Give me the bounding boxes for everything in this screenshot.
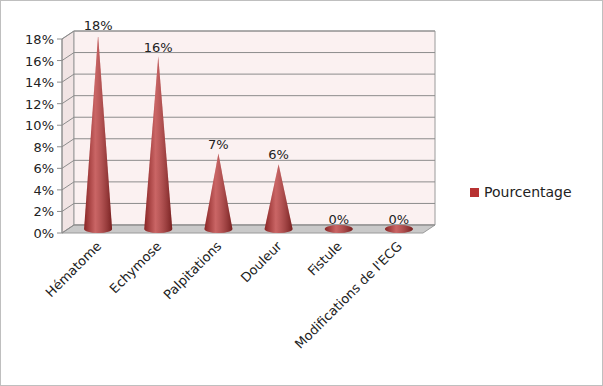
tick-label: 16% — [25, 54, 54, 69]
data-label: 0% — [328, 212, 349, 227]
category-label: Douleur — [238, 238, 285, 285]
tick-mark — [57, 60, 62, 61]
data-label: 0% — [389, 212, 410, 227]
tick-label: 6% — [33, 161, 54, 176]
grid-line — [62, 74, 435, 82]
category-label: Palpitations — [161, 238, 225, 302]
tick-label: 2% — [33, 204, 54, 219]
tick-mark — [57, 39, 62, 40]
side-wall — [62, 31, 74, 233]
cone — [144, 57, 172, 233]
grid-line — [62, 203, 435, 211]
chart: 0%2%4%6%8%10%12%14%16%18%18%16%7%6%0%0%H… — [0, 0, 603, 386]
chart-frame — [1, 1, 603, 386]
data-label: 18% — [84, 18, 113, 33]
grid-line — [62, 96, 435, 104]
tick-mark — [57, 189, 62, 190]
grid-line — [62, 225, 435, 233]
floor — [62, 225, 435, 233]
tick-mark — [57, 146, 62, 147]
tick-label: 8% — [33, 140, 54, 155]
cone — [84, 37, 112, 233]
legend-label: Pourcentage — [484, 184, 572, 200]
grid-line — [62, 160, 435, 168]
grid-line — [62, 117, 435, 125]
tick-mark — [57, 125, 62, 126]
data-label: 7% — [208, 137, 229, 152]
tick-label: 0% — [33, 226, 54, 241]
marks — [84, 37, 413, 233]
tick-mark — [57, 233, 62, 234]
cone — [265, 164, 293, 233]
tick-label: 12% — [25, 97, 54, 112]
tick-label: 4% — [33, 183, 54, 198]
tick-mark — [57, 211, 62, 212]
y-axis-line — [62, 39, 63, 233]
category-label: Modifications de l'ECG — [292, 239, 405, 352]
category-label: Hématome — [43, 239, 105, 301]
tick-mark — [57, 168, 62, 169]
legend-swatch — [470, 188, 479, 197]
back-wall — [74, 31, 435, 225]
tick-label: 14% — [25, 75, 54, 90]
cone — [204, 154, 232, 233]
grid-line — [62, 139, 435, 147]
category-label: Fistule — [305, 239, 345, 279]
data-label: 16% — [144, 40, 173, 55]
grid-line — [62, 31, 435, 39]
tick-mark — [57, 82, 62, 83]
grid-line — [62, 182, 435, 190]
tick-label: 18% — [25, 32, 54, 47]
grid-line — [62, 53, 435, 61]
data-label: 6% — [268, 147, 289, 162]
category-label: Echymose — [107, 239, 165, 297]
tick-label: 10% — [25, 118, 54, 133]
tick-mark — [57, 103, 62, 104]
